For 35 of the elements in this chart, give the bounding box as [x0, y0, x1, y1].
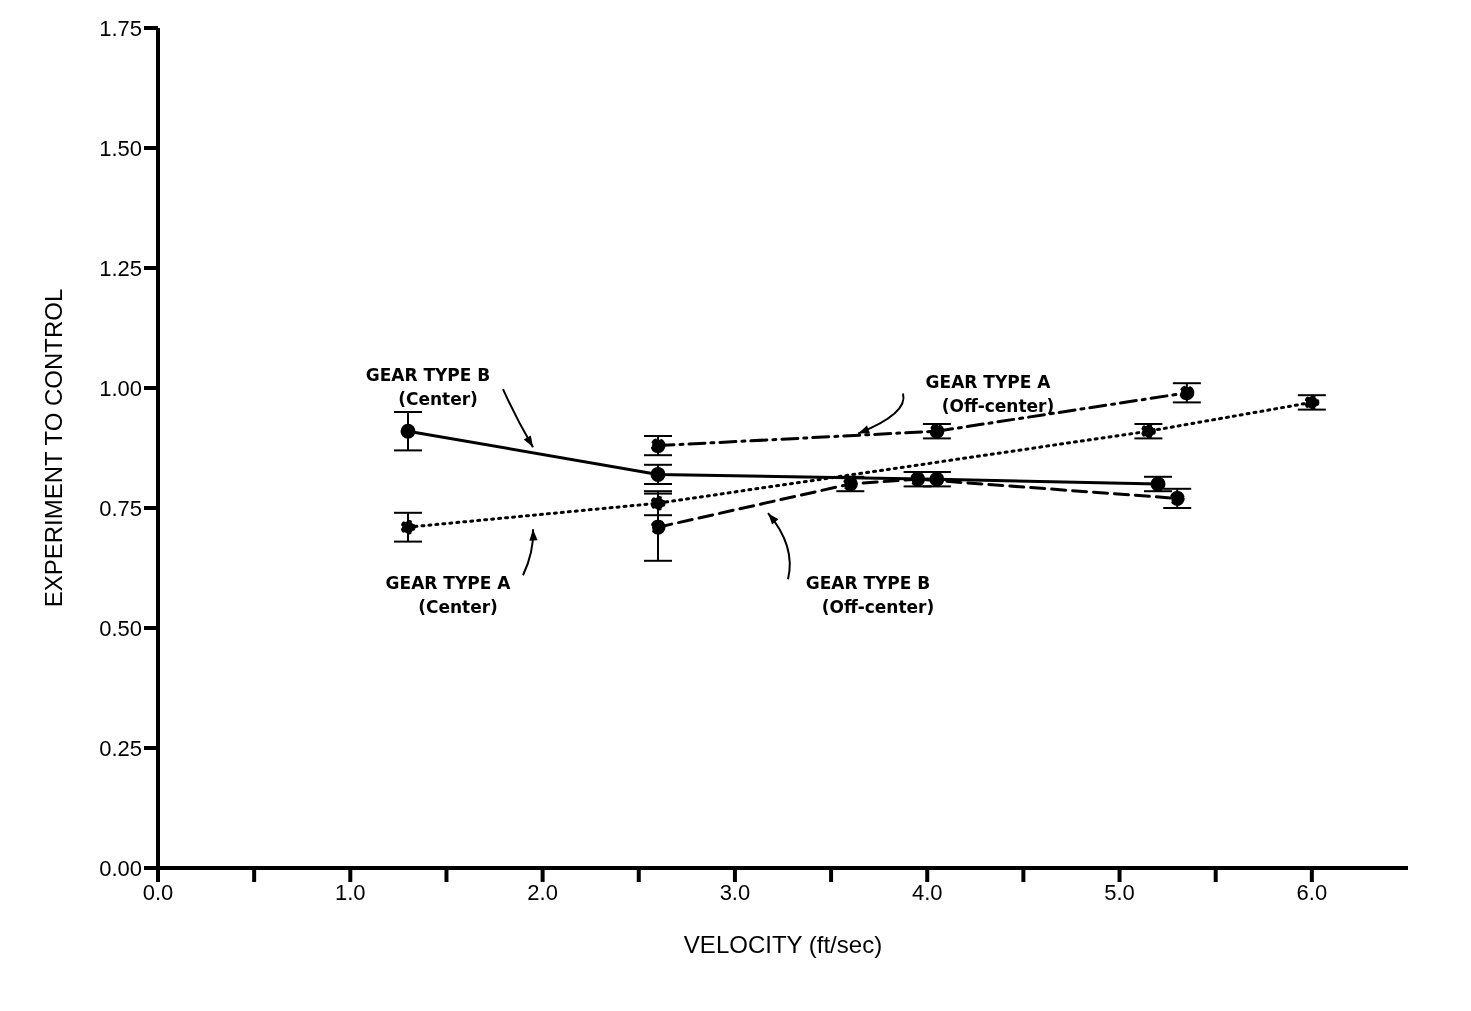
point	[1169, 490, 1185, 506]
y-tick-label: 0.25	[99, 735, 142, 761]
y-tick-label: 0.50	[99, 615, 142, 641]
text: GEAR TYPE B (Center)	[365, 365, 491, 410]
x-axis-title: VELOCITY (ft/sec)	[683, 931, 883, 958]
x-tick-label: 6.0	[1296, 879, 1328, 905]
y-tick-label: 1.75	[99, 15, 142, 41]
point	[1140, 423, 1156, 439]
point	[1304, 394, 1320, 410]
series-label: GEAR TYPE A (Off-center)	[925, 371, 1055, 416]
x-tick-label: 4.0	[911, 879, 943, 905]
point	[929, 471, 945, 487]
point	[400, 423, 416, 439]
text: GEAR TYPE B (Off-center)	[805, 573, 935, 618]
point	[650, 438, 666, 454]
point	[1150, 476, 1166, 492]
x-tick-label: 2.0	[527, 879, 558, 905]
text: GEAR TYPE A (Center)	[385, 573, 512, 618]
y-tick-label: 1.25	[99, 255, 142, 281]
y-tick-label: 0.00	[99, 855, 142, 881]
y-tick-label: 1.50	[99, 135, 142, 161]
y-tick-label: 0.75	[99, 495, 142, 521]
point	[650, 519, 666, 535]
point	[910, 471, 926, 487]
point	[400, 519, 416, 535]
x-tick-label: 5.0	[1104, 879, 1135, 905]
x-tick-label: 0.0	[142, 879, 174, 905]
point	[650, 466, 666, 482]
x-tick-label: 3.0	[719, 879, 751, 905]
y-axis-title: EXPERIMENT TO CONTROL	[39, 288, 67, 608]
y-tick-label: 1.00	[99, 375, 142, 401]
x-tick-label: 1.0	[335, 879, 366, 905]
point	[929, 423, 945, 439]
point	[1179, 385, 1195, 401]
point	[650, 495, 666, 511]
